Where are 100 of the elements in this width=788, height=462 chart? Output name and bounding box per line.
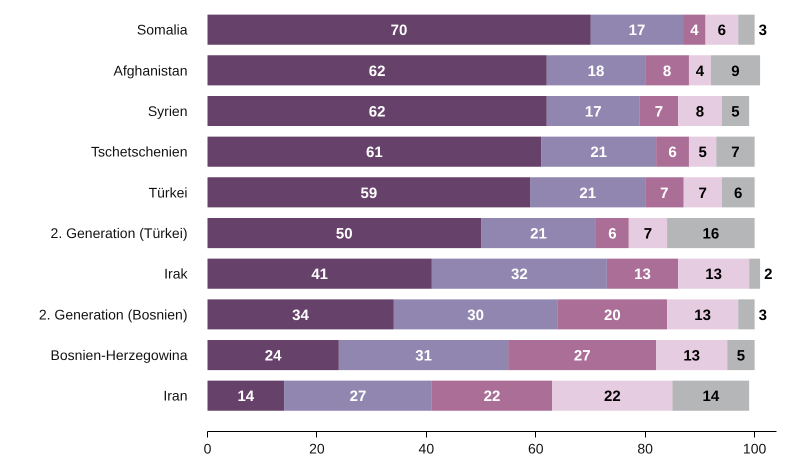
bar <box>208 299 394 330</box>
y-tick-label: Somalia <box>136 22 188 38</box>
y-tick-label: 2. Generation (Bosnien) <box>38 306 188 322</box>
x-tick-label: 100 <box>742 440 767 456</box>
bar <box>656 340 728 370</box>
bar <box>208 340 339 370</box>
bar <box>716 136 755 167</box>
bar <box>678 96 722 126</box>
bar <box>432 380 552 411</box>
data-label: 20 <box>604 306 621 324</box>
bar <box>656 136 689 167</box>
data-label: 16 <box>702 226 720 243</box>
x-tick-label: 60 <box>528 440 544 456</box>
data-label: 14 <box>702 388 720 406</box>
bar <box>208 136 542 167</box>
data-label: 4 <box>696 62 705 80</box>
x-tick-label: 20 <box>309 440 325 456</box>
bar <box>546 55 646 86</box>
bar <box>672 380 750 411</box>
data-label: 3 <box>758 22 767 40</box>
bar <box>208 258 432 289</box>
bar <box>667 299 738 330</box>
data-label: 13 <box>694 306 711 324</box>
data-label: 5 <box>731 103 740 120</box>
y-tick-label: Tschetschenien <box>90 144 188 160</box>
bar <box>688 55 711 86</box>
bar <box>596 218 629 248</box>
y-tick-label: Türkei <box>148 184 188 200</box>
bar <box>722 177 755 208</box>
data-label: 62 <box>368 103 386 120</box>
data-label: 6 <box>668 144 677 162</box>
data-label: 50 <box>336 226 353 243</box>
bar <box>683 14 706 45</box>
bar <box>722 96 750 126</box>
data-label: 34 <box>292 306 310 324</box>
bar <box>508 340 656 370</box>
bar <box>738 14 755 45</box>
data-label: 7 <box>698 184 707 202</box>
data-label: 32 <box>511 266 528 284</box>
bar <box>530 177 646 208</box>
data-label: 7 <box>644 226 652 243</box>
data-label: 7 <box>660 184 669 202</box>
bar <box>208 177 530 208</box>
data-label: 59 <box>360 184 378 202</box>
bar <box>738 299 755 330</box>
data-label: 21 <box>530 226 547 243</box>
data-label: 14 <box>237 388 255 406</box>
data-label: 8 <box>662 62 672 80</box>
y-tick-label: Afghanistan <box>114 62 188 78</box>
bar <box>394 299 558 330</box>
bar <box>749 258 760 289</box>
bar <box>628 218 668 248</box>
data-label: 18 <box>588 62 604 80</box>
y-tick-label: Irak <box>164 266 188 282</box>
bar <box>481 218 596 248</box>
data-label: 5 <box>736 348 746 365</box>
data-label: 70 <box>390 22 408 40</box>
data-label: 4 <box>690 22 700 40</box>
bar <box>710 55 760 86</box>
data-label: 17 <box>628 22 646 40</box>
data-label: 22 <box>484 388 500 406</box>
data-label: 13 <box>634 266 651 284</box>
bar <box>208 55 547 86</box>
bar <box>683 177 722 208</box>
bar <box>645 55 689 86</box>
bar <box>208 380 284 411</box>
data-label: 6 <box>608 226 617 243</box>
y-tick-label: Iran <box>163 388 188 404</box>
data-label: 21 <box>579 184 596 202</box>
data-label: 21 <box>590 144 608 162</box>
bar <box>727 340 755 370</box>
y-tick-label: Bosnien-Herzegowina <box>50 347 188 364</box>
bar <box>688 136 716 167</box>
data-label: 17 <box>584 103 602 120</box>
bar <box>590 14 684 45</box>
bar <box>208 14 590 45</box>
bar <box>705 14 738 45</box>
data-label: 24 <box>264 348 282 365</box>
data-label: 41 <box>311 266 328 284</box>
bar <box>667 218 755 248</box>
bar <box>678 258 750 289</box>
y-tick-label: Syrien <box>148 102 188 119</box>
data-label: 13 <box>683 348 700 365</box>
data-label: 61 <box>366 144 383 162</box>
x-tick-label: 0 <box>204 440 212 456</box>
data-label: 7 <box>731 144 740 162</box>
x-tick-label: 40 <box>418 440 434 456</box>
data-label: 8 <box>696 103 704 120</box>
data-label: 22 <box>604 388 621 406</box>
data-label: 13 <box>705 266 722 284</box>
data-label: 6 <box>734 184 742 202</box>
y-tick-label: 2. Generation (Türkei) <box>50 225 188 242</box>
data-label: 27 <box>350 388 366 406</box>
x-tick-label: 80 <box>637 440 654 456</box>
data-label: 6 <box>718 22 726 40</box>
bar <box>546 96 640 126</box>
bar <box>606 258 678 289</box>
bar <box>208 218 482 248</box>
data-label: 62 <box>368 62 386 80</box>
data-label: 30 <box>467 306 484 324</box>
